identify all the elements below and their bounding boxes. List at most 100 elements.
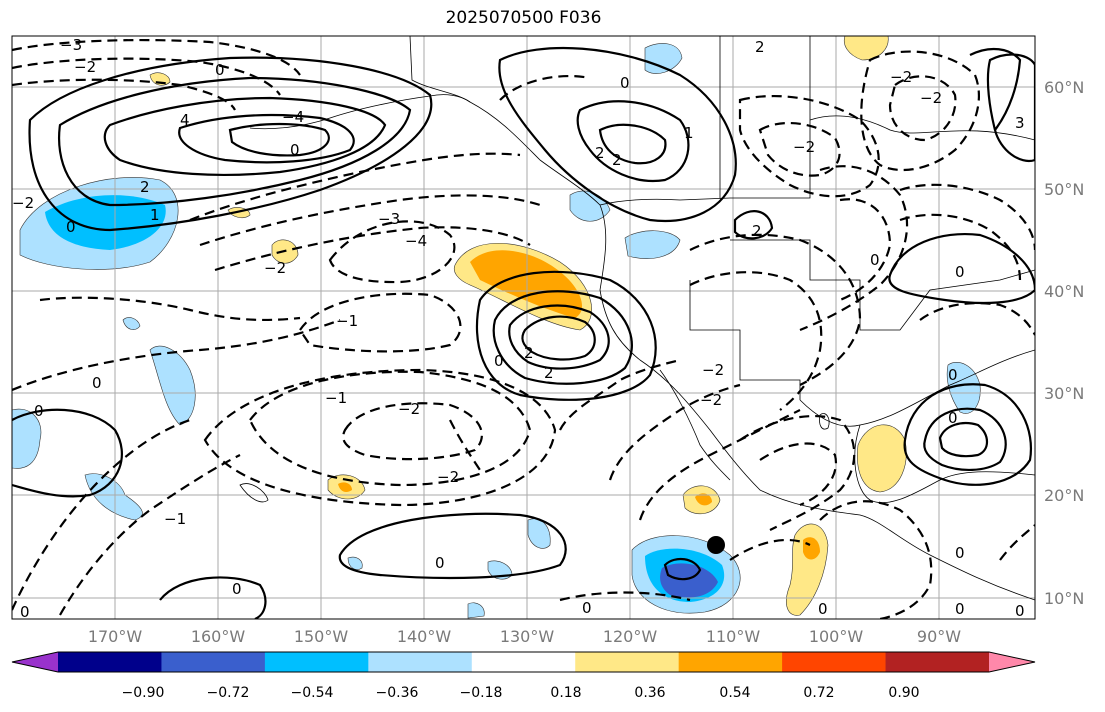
lon-label: 150°W	[294, 627, 349, 646]
map-body: 0 2 1 4 −4 0 −3 −2 0 −3 −4 −1 0 0 −1 −2 …	[12, 36, 1035, 621]
svg-text:0: 0	[92, 374, 102, 392]
svg-text:−3: −3	[378, 210, 400, 228]
lon-label: 140°W	[397, 627, 452, 646]
colorbar-tick-label: −0.54	[291, 685, 334, 701]
svg-text:0: 0	[1015, 602, 1025, 620]
svg-text:0: 0	[34, 402, 44, 420]
svg-text:0: 0	[870, 251, 880, 269]
svg-text:2: 2	[524, 344, 534, 362]
lon-label: 160°W	[191, 627, 246, 646]
colorbar-tick-label: 0.72	[803, 685, 834, 701]
svg-text:0: 0	[948, 409, 958, 427]
svg-text:−2: −2	[398, 400, 420, 418]
svg-text:−2: −2	[700, 391, 722, 409]
svg-text:0: 0	[948, 366, 958, 384]
lat-label: 10°N	[1044, 589, 1084, 608]
colorbar-segment	[678, 652, 783, 672]
svg-text:0: 0	[290, 141, 300, 159]
svg-text:−2: −2	[890, 68, 912, 86]
colorbar-tick-label: 0.36	[634, 685, 665, 701]
colorbar-segment	[264, 652, 369, 672]
colorbar-tick-label: 0.54	[719, 685, 750, 701]
svg-text:−4: −4	[405, 232, 427, 250]
graticule	[12, 36, 1035, 619]
svg-text:0: 0	[494, 352, 504, 370]
svg-text:−2: −2	[12, 194, 34, 212]
colorbar-outline	[11, 651, 1036, 673]
lat-label: 40°N	[1044, 282, 1084, 301]
svg-text:2: 2	[544, 364, 554, 382]
svg-text:1: 1	[684, 124, 694, 142]
colorbar-extend-low	[12, 652, 58, 672]
colorbar-tick-label: −0.72	[207, 685, 250, 701]
svg-text:2: 2	[595, 144, 605, 162]
coastlines	[239, 36, 1035, 601]
colorbar-tick-label: 0.90	[888, 685, 919, 701]
svg-text:0: 0	[955, 600, 965, 618]
lat-label: 50°N	[1044, 180, 1084, 199]
colorbar-segment	[575, 652, 680, 672]
svg-text:2: 2	[612, 151, 622, 169]
svg-text:2: 2	[755, 38, 765, 56]
lon-label: 110°W	[706, 627, 761, 646]
svg-text:2: 2	[752, 222, 762, 240]
svg-text:0: 0	[955, 263, 965, 281]
lon-label: 170°W	[88, 627, 143, 646]
map-frame	[11, 35, 1036, 620]
svg-text:−2: −2	[793, 138, 815, 156]
svg-text:−2: −2	[702, 361, 724, 379]
contour-labels: 0 2 1 4 −4 0 −3 −2 0 −3 −4 −1 0 0 −1 −2 …	[12, 36, 1025, 621]
svg-text:−1: −1	[164, 510, 186, 528]
colorbar-tick-labels: −0.90 −0.72 −0.54 −0.36 −0.18 0.18 0.36 …	[122, 685, 920, 701]
svg-text:−2: −2	[74, 58, 96, 76]
colorbar-tick-label: −0.90	[122, 685, 165, 701]
lat-label: 20°N	[1044, 486, 1084, 505]
colorbar-extend-high	[989, 652, 1035, 672]
svg-text:2: 2	[140, 178, 150, 196]
svg-text:0: 0	[818, 600, 828, 618]
positive-anomaly-shading	[149, 36, 907, 616]
map-background	[12, 36, 1035, 619]
svg-text:−4: −4	[282, 108, 304, 126]
svg-text:0: 0	[20, 603, 30, 621]
lon-label: 90°W	[917, 627, 961, 646]
colorbar-segment	[885, 652, 990, 672]
colorbar-segment	[471, 652, 576, 672]
svg-text:1: 1	[150, 206, 160, 224]
lat-label: 60°N	[1044, 78, 1084, 97]
latitude-labels: 60°N 50°N 40°N 30°N 20°N 10°N	[1044, 78, 1084, 608]
svg-text:0: 0	[215, 61, 225, 79]
storm-center-marker	[707, 536, 725, 554]
dashed-contours	[12, 38, 1035, 619]
svg-text:0: 0	[435, 554, 445, 572]
colorbar-segment	[58, 652, 162, 672]
svg-text:−2: −2	[264, 259, 286, 277]
lon-label: 100°W	[809, 627, 864, 646]
svg-text:0: 0	[582, 599, 592, 617]
svg-text:0: 0	[66, 218, 76, 236]
colorbar-segment	[161, 652, 266, 672]
colorbar	[11, 651, 1036, 673]
negative-anomaly-shading	[12, 43, 981, 619]
svg-text:−2: −2	[437, 468, 459, 486]
colorbar-tick-label: −0.36	[376, 685, 419, 701]
lon-label: 120°W	[603, 627, 658, 646]
colorbar-segment	[782, 652, 887, 672]
svg-text:−1: −1	[325, 389, 347, 407]
longitude-labels: 170°W 160°W 150°W 140°W 130°W 120°W 110°…	[88, 627, 961, 646]
svg-text:4: 4	[180, 111, 190, 129]
svg-text:−2: −2	[920, 89, 942, 107]
lat-label: 30°N	[1044, 384, 1084, 403]
colorbar-tick-label: 0.18	[550, 685, 581, 701]
colorbar-segment	[368, 652, 473, 672]
svg-text:0: 0	[620, 74, 630, 92]
map-title: 2025070500 F036	[445, 8, 602, 28]
lon-label: 130°W	[500, 627, 555, 646]
colorbar-tick-label: −0.18	[460, 685, 503, 701]
svg-text:0: 0	[955, 544, 965, 562]
svg-text:3: 3	[1015, 114, 1025, 132]
svg-text:−3: −3	[60, 36, 82, 54]
svg-text:0: 0	[232, 580, 242, 598]
svg-text:−1: −1	[336, 312, 358, 330]
